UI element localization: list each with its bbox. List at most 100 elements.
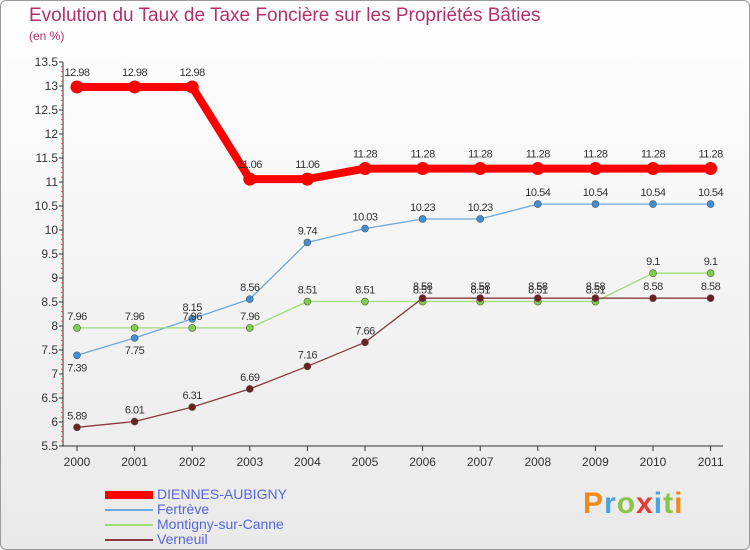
series-line-3 (76, 297, 712, 428)
data-point-2-5 (361, 297, 369, 306)
series-line-2 (76, 272, 712, 329)
data-label: 10.54 (698, 187, 723, 199)
data-point-1-2 (188, 314, 196, 323)
legend-item: DIENNES-AUBIGNY (105, 487, 287, 502)
x-tick-label: 2003 (236, 455, 263, 469)
data-point-3-1 (130, 417, 139, 426)
data-point-3-10 (649, 294, 657, 302)
series-line-1 (76, 203, 712, 356)
data-label: 8.15 (182, 302, 202, 314)
data-label: 10.23 (468, 202, 493, 214)
data-label: 7.39 (67, 362, 87, 374)
data-point-0-6 (416, 162, 430, 176)
data-label: 8.58 (586, 281, 606, 293)
data-label: 10.54 (640, 187, 665, 199)
data-label: 8.58 (470, 281, 490, 293)
x-tick-label: 2009 (582, 455, 609, 469)
y-tick-label: 5.5 (41, 439, 58, 453)
data-label: 7.96 (67, 311, 87, 323)
data-point-3-8 (533, 294, 542, 302)
data-point-3-11 (706, 294, 715, 302)
data-point-1-5 (361, 224, 369, 233)
data-point-2-0 (73, 324, 81, 332)
data-point-0-9 (588, 162, 602, 176)
chart-title: Evolution du Taux de Taxe Foncière sur l… (29, 5, 541, 26)
y-tick-label: 10 (45, 223, 59, 237)
data-point-2-10 (649, 269, 657, 278)
data-label: 9.74 (298, 225, 318, 237)
data-label: 11.28 (698, 149, 723, 161)
data-point-1-10 (649, 200, 657, 208)
data-point-2-4 (303, 297, 312, 306)
x-tick-label: 2011 (698, 455, 724, 469)
line-chart: 5.5 6 6.5 7 7.5 8 8.5 9 9.5 10 10.5 11 11.5 12 12.5 13 1… (35, 55, 724, 469)
data-point-1-9 (591, 200, 600, 208)
data-label: 8.51 (413, 285, 433, 297)
data-point-1-7 (476, 215, 485, 223)
y-tick-label: 12 (45, 127, 59, 141)
y-tick-label: 6 (51, 415, 58, 429)
x-tick-label: 2000 (64, 455, 91, 469)
y-tick-label: 13 (45, 79, 59, 93)
data-label: 8.51 (298, 285, 318, 297)
data-label: 8.51 (355, 285, 375, 297)
data-label: 6.01 (125, 405, 145, 417)
y-tick-label: 10.5 (35, 199, 59, 213)
legend-item: Verneuil (105, 532, 287, 547)
data-label: 11.28 (583, 149, 608, 161)
legend-label: DIENNES-AUBIGNY (157, 486, 287, 502)
data-point-1-11 (706, 200, 715, 208)
data-label: 7.96 (240, 311, 260, 323)
data-point-1-4 (303, 238, 312, 247)
data-label: 8.56 (240, 282, 260, 294)
x-tick-label: 2004 (294, 455, 321, 469)
legend-swatch (105, 490, 153, 499)
data-label: 12.98 (180, 67, 205, 79)
legend-item: Montigny-sur-Canne (105, 517, 287, 532)
x-tick-label: 2010 (640, 455, 667, 469)
data-point-1-8 (533, 200, 542, 208)
data-point-3-4 (303, 362, 312, 371)
data-label: 12.98 (122, 67, 147, 79)
data-point-2-1 (130, 324, 139, 332)
proxiti-logo: Proxiti (583, 487, 684, 520)
data-label: 11.06 (238, 159, 263, 171)
data-point-3-9 (591, 294, 600, 302)
legend: DIENNES-AUBIGNY Fertrève Montigny-sur-Cann… (105, 487, 287, 547)
data-label: 8.58 (643, 281, 663, 293)
data-label: 10.23 (410, 202, 435, 214)
data-label: 10.54 (525, 187, 550, 199)
data-point-0-11 (704, 162, 718, 176)
data-point-2-3 (246, 324, 254, 332)
legend-item: Fertrève (105, 502, 287, 517)
data-point-1-3 (246, 295, 254, 303)
data-label: 8.58 (701, 281, 721, 293)
data-label: 10.54 (583, 187, 608, 199)
x-tick-label: 2001 (121, 455, 148, 469)
data-label: 12.98 (64, 67, 89, 79)
data-point-0-4 (300, 172, 314, 186)
legend-label: Verneuil (157, 531, 208, 547)
series-layer (70, 80, 718, 432)
y-tick-label: 9 (51, 271, 58, 285)
y-tick-label: 8.5 (41, 295, 58, 309)
data-point-3-7 (476, 294, 485, 302)
y-tick-label: 11 (46, 175, 59, 189)
data-label: 7.96 (125, 311, 145, 323)
data-label: 8.51 (586, 285, 606, 297)
data-labels-layer: 12.98 12.98 12.98 11.06 11.06 11.28 11.28 11.28… (64, 67, 724, 422)
x-tick-label: 2002 (179, 455, 206, 469)
data-point-1-6 (418, 215, 427, 223)
legend-label: Fertrève (157, 501, 210, 517)
data-label: 10.03 (352, 212, 377, 224)
data-label: 7.75 (125, 345, 145, 357)
y-tick-label: 8 (51, 319, 58, 333)
data-point-2-11 (706, 269, 715, 278)
series-line-0 (73, 83, 715, 184)
data-point-0-7 (473, 162, 487, 176)
data-point-3-5 (361, 338, 369, 347)
data-point-0-8 (531, 162, 545, 176)
x-tick-label: 2007 (467, 455, 494, 469)
x-tick-label: 2005 (352, 455, 379, 469)
data-point-1-1 (130, 334, 139, 342)
